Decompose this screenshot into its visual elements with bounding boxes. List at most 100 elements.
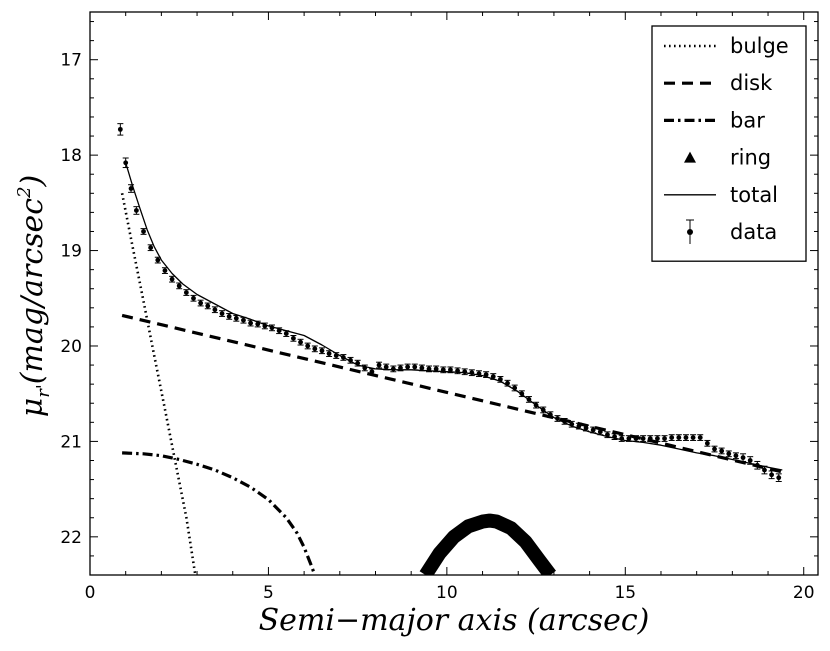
data-marker	[762, 467, 767, 473]
data-marker	[597, 429, 603, 435]
data-marker	[212, 307, 218, 313]
data-marker	[533, 402, 539, 408]
data-marker	[576, 423, 582, 429]
data-marker	[476, 371, 482, 377]
data-marker	[362, 365, 368, 371]
legend-label: bar	[730, 108, 765, 132]
data-marker	[398, 365, 403, 371]
data-marker	[198, 300, 204, 306]
data-marker	[754, 462, 760, 468]
x-tick-label: 20	[793, 583, 815, 603]
data-point	[261, 322, 268, 330]
y-label-symbol: μ	[15, 398, 50, 418]
data-marker	[590, 427, 596, 433]
data-point	[447, 366, 454, 374]
data-marker	[305, 343, 311, 349]
data-point	[333, 352, 340, 359]
data-marker	[262, 323, 268, 329]
y-label-subscript: r'	[33, 384, 54, 398]
data-point	[618, 435, 625, 442]
data-point	[117, 123, 124, 136]
y-tick-label: 20	[60, 337, 82, 357]
data-point	[122, 157, 129, 169]
data-point	[775, 473, 782, 482]
data-marker	[319, 348, 325, 354]
data-point	[147, 244, 154, 252]
data-marker	[633, 436, 639, 441]
data-point	[390, 365, 397, 373]
data-point	[169, 275, 176, 283]
data-marker	[123, 160, 129, 166]
data-marker	[690, 435, 696, 440]
data-marker	[433, 366, 439, 372]
data-point	[761, 465, 768, 475]
bulge-line	[120, 193, 197, 575]
data-point	[711, 445, 718, 453]
data-marker	[176, 283, 182, 289]
data-marker	[312, 346, 318, 352]
data-point	[732, 452, 739, 460]
data-marker	[483, 372, 489, 378]
data-marker	[612, 434, 617, 440]
data-marker	[740, 455, 746, 461]
legend: bulge disk bar ring total data	[651, 25, 807, 262]
data-point	[475, 370, 482, 378]
data-marker	[348, 357, 353, 363]
data-marker	[462, 369, 468, 375]
data-marker	[276, 328, 282, 334]
data-marker	[619, 436, 625, 441]
data-marker	[776, 475, 782, 481]
data-marker	[191, 295, 196, 301]
data-marker	[298, 339, 303, 345]
data-marker	[128, 186, 134, 191]
x-tick-label: 10	[436, 583, 458, 603]
data-point	[511, 384, 518, 392]
data-point	[326, 350, 333, 357]
data-point	[640, 435, 647, 442]
data-point	[418, 364, 425, 372]
data-marker	[340, 355, 346, 360]
data-point	[533, 401, 540, 409]
data-marker	[226, 314, 232, 319]
data-point	[133, 206, 140, 215]
data-point	[383, 363, 390, 371]
data-marker	[469, 370, 475, 376]
legend-label: total	[730, 183, 778, 207]
data-marker	[117, 126, 123, 132]
data-point	[525, 396, 532, 403]
data-marker	[448, 367, 453, 373]
data-point	[704, 439, 711, 447]
data-point	[154, 256, 161, 264]
data-marker	[376, 362, 382, 368]
data-marker	[141, 229, 146, 234]
legend-item-ring: ring	[684, 146, 771, 170]
data-marker	[640, 436, 646, 441]
data-point	[247, 319, 254, 327]
data-point	[128, 184, 135, 193]
legend-item-disk: disk	[664, 71, 773, 95]
series-disk	[121, 313, 783, 474]
x-tick-label: 5	[263, 583, 274, 603]
x-tick-label: 15	[614, 583, 636, 603]
data-point	[219, 310, 226, 317]
data-marker	[512, 385, 518, 391]
data-point	[290, 334, 297, 342]
legend-item-total: total	[664, 183, 778, 207]
data-point	[176, 282, 183, 290]
data-marker	[662, 436, 667, 441]
data-point	[161, 267, 168, 274]
legend-label: ring	[730, 146, 771, 170]
data-marker	[505, 380, 510, 386]
data-marker	[148, 245, 154, 251]
data-marker	[269, 325, 275, 331]
data-point	[240, 316, 247, 324]
data-point	[483, 371, 490, 378]
data-marker	[133, 208, 139, 213]
data-point	[190, 294, 197, 302]
data-point	[647, 435, 654, 442]
y-tick-label: 22	[60, 528, 82, 548]
legend-box	[651, 25, 807, 262]
data-point	[440, 366, 447, 374]
data-point	[568, 420, 575, 428]
legend-swatch-marker	[687, 229, 693, 235]
